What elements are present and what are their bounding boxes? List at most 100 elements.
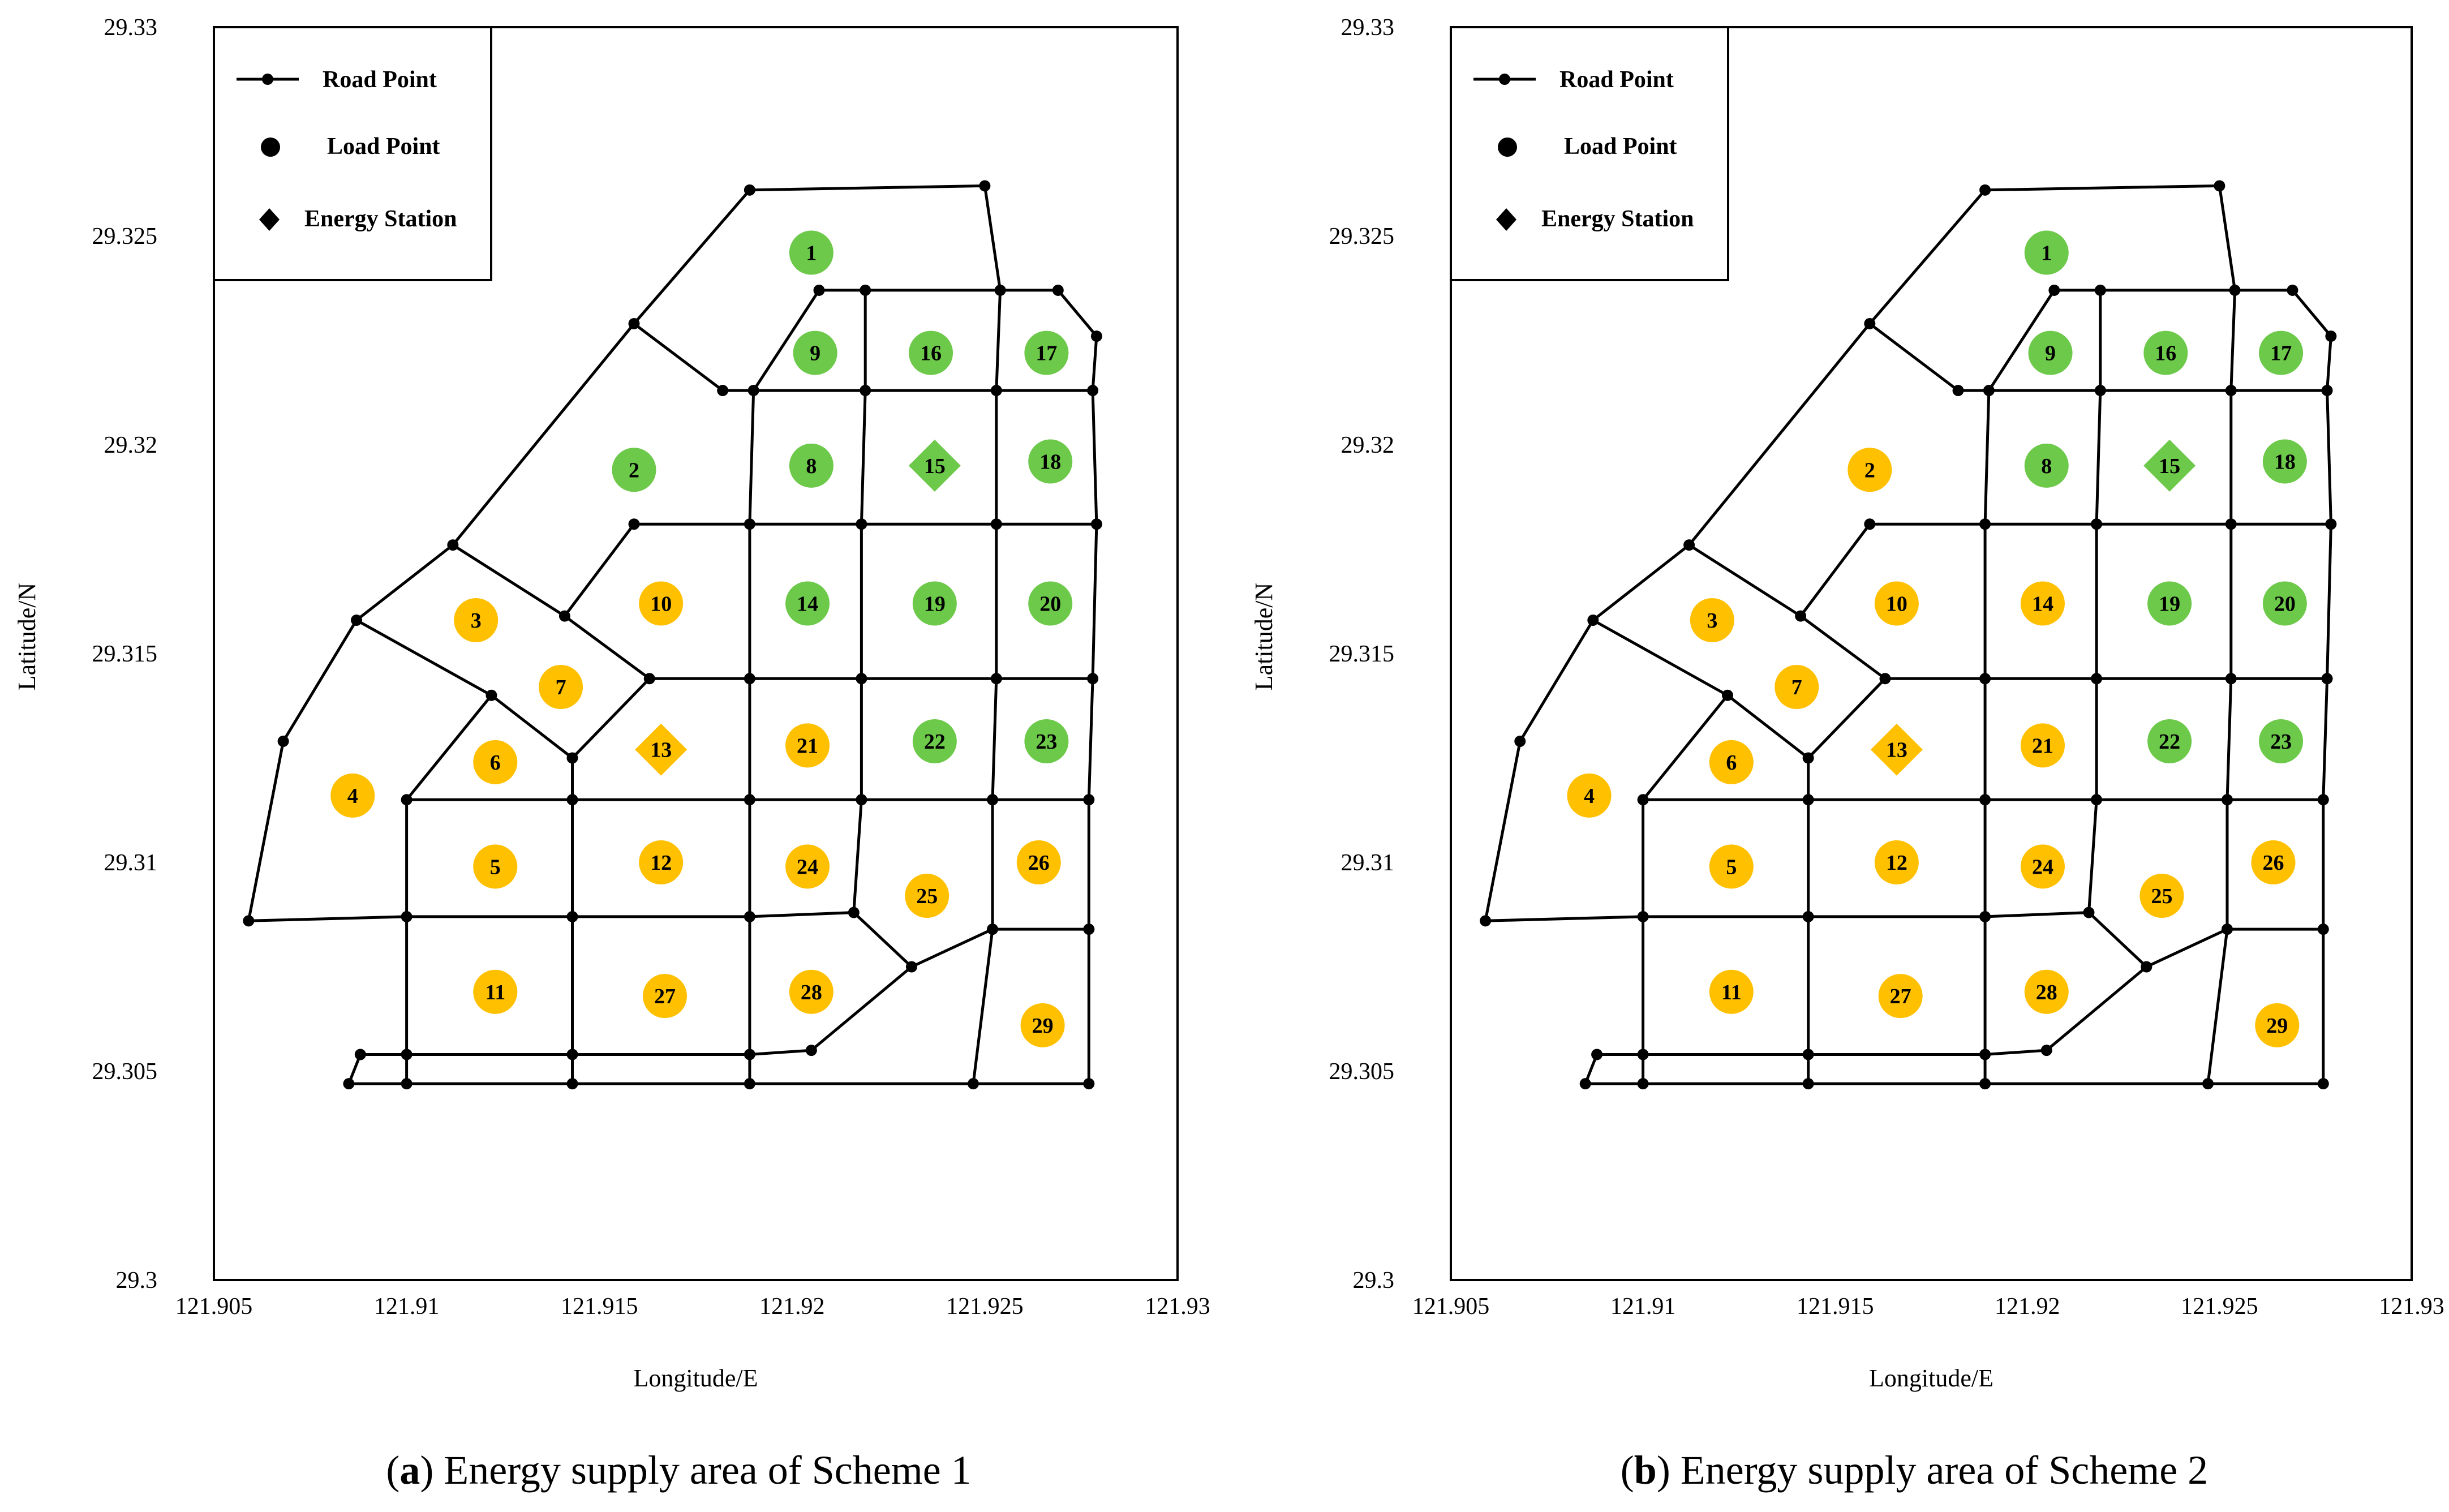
load-node-4	[1567, 773, 1612, 818]
load-node-29	[1020, 1003, 1065, 1047]
load-node-3	[454, 598, 499, 642]
load-node-17	[1024, 330, 1069, 375]
y-tick-label: 29.31	[1341, 850, 1395, 876]
x-tick-label: 121.925	[946, 1294, 1024, 1320]
node-label: 20	[2274, 592, 2296, 616]
road-point	[2221, 923, 2233, 935]
road-point	[2091, 794, 2103, 806]
load-node-10	[639, 581, 684, 626]
load-node-2	[1848, 448, 1892, 492]
road-point	[813, 284, 825, 296]
node-label: 27	[1890, 985, 1911, 1008]
legend-load-point-label: Load Point	[327, 134, 440, 160]
legend-energy-station-marker	[1496, 208, 1516, 231]
legend-road-point-marker	[1499, 74, 1510, 85]
load-node-16	[2143, 330, 2188, 375]
road-point	[566, 910, 578, 922]
road-line	[2206, 290, 2237, 1084]
load-node-26	[1016, 840, 1061, 884]
load-node-5	[473, 844, 518, 889]
road-point	[1979, 794, 1991, 806]
load-node-18	[1028, 439, 1073, 484]
road-point	[2214, 180, 2225, 192]
node-label: 26	[1028, 851, 1050, 875]
load-node-20	[2262, 581, 2307, 626]
road-point	[643, 673, 655, 685]
energy-station-node-13	[635, 723, 688, 776]
node-label: 16	[920, 342, 942, 366]
node-label: 20	[1039, 592, 1061, 616]
road-point	[2325, 330, 2337, 342]
load-node-9	[793, 330, 837, 375]
x-tick-label: 121.92	[759, 1294, 825, 1320]
road-point	[1979, 910, 1991, 922]
node-label: 3	[471, 609, 482, 633]
load-node-18	[2262, 439, 2307, 484]
load-node-14	[785, 581, 830, 626]
road-line	[1799, 522, 2331, 617]
road-point	[856, 518, 867, 530]
road-line	[1983, 390, 1991, 1084]
node-label: 21	[2032, 734, 2053, 758]
y-axis-title: Latitude/N	[1250, 583, 1278, 691]
node-label: 7	[1791, 676, 1802, 699]
legend: Road Point Load Point Energy Station	[1473, 67, 1694, 232]
road-point	[987, 923, 999, 935]
road-point	[990, 673, 1002, 685]
node-label: 4	[1584, 784, 1595, 808]
road-point	[401, 1078, 413, 1090]
road-point	[856, 794, 867, 806]
road-point	[1052, 284, 1064, 296]
node-label: 8	[806, 454, 817, 478]
road-point	[401, 1049, 413, 1060]
road-point	[1637, 794, 1649, 806]
road-point	[566, 1078, 578, 1090]
road-point	[2317, 1078, 2329, 1090]
road-point	[2091, 518, 2103, 530]
load-node-14	[2020, 581, 2065, 626]
road-point	[1979, 184, 1991, 196]
load-node-4	[330, 773, 375, 818]
road-point	[401, 794, 413, 806]
road-line	[1485, 911, 2148, 968]
road-point	[558, 610, 570, 622]
load-node-1	[2024, 230, 2069, 275]
x-tick-label: 121.91	[1610, 1294, 1676, 1320]
legend-box	[1450, 26, 1729, 281]
node-label: 22	[2159, 730, 2180, 754]
road-point	[1979, 673, 1991, 685]
load-node-12	[1874, 840, 1919, 884]
y-tick-label: 29.31	[104, 850, 158, 876]
node-label: 27	[654, 985, 676, 1008]
road-point	[1083, 1078, 1095, 1090]
node-label: 24	[2032, 855, 2053, 879]
panel-b: 121.905 121.91 121.915 121.92 121.925 121.93 2…	[1250, 15, 2444, 1493]
x-tick-label: 121.905	[175, 1294, 253, 1320]
road-point	[2229, 284, 2241, 296]
load-node-6	[473, 740, 518, 784]
road-point	[628, 518, 640, 530]
legend: Road Point Load Point Energy Station	[237, 67, 457, 232]
road-line	[2087, 290, 2102, 913]
road-point	[1683, 539, 1695, 551]
y-tick-label: 29.3	[1353, 1268, 1395, 1294]
legend-road-point-label: Road Point	[1559, 67, 1674, 93]
road-point	[994, 284, 1006, 296]
road-line	[972, 290, 1002, 1084]
road-point	[2321, 385, 2333, 397]
load-node-7	[539, 665, 583, 710]
road-point	[805, 1045, 817, 1056]
road-point	[1802, 752, 1814, 764]
road-point	[1983, 385, 1995, 397]
road-point	[744, 1078, 755, 1090]
legend-energy-station-label: Energy Station	[1541, 206, 1694, 232]
plot-frame	[1450, 26, 2413, 1281]
road-point	[905, 961, 917, 973]
node-label: 3	[1707, 609, 1717, 633]
road-line	[852, 290, 867, 913]
road-point	[2225, 385, 2237, 397]
load-node-9	[2028, 330, 2073, 375]
node-label: 16	[2155, 342, 2176, 366]
load-node-11	[473, 969, 518, 1014]
road-point	[856, 673, 867, 685]
